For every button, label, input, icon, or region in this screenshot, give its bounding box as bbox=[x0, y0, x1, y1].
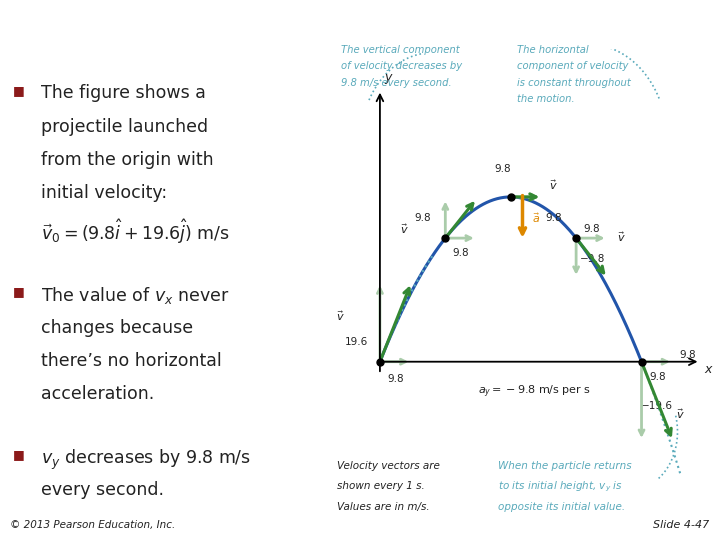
Text: ■: ■ bbox=[13, 84, 24, 97]
Text: 19.6: 19.6 bbox=[345, 337, 368, 347]
Text: every second.: every second. bbox=[40, 481, 163, 499]
Text: Projectile Motion: Projectile Motion bbox=[9, 13, 250, 37]
Text: opposite its initial value.: opposite its initial value. bbox=[498, 502, 625, 512]
Text: The horizontal: The horizontal bbox=[517, 45, 589, 55]
Text: initial velocity:: initial velocity: bbox=[40, 184, 167, 202]
Text: $\vec{v}$: $\vec{v}$ bbox=[617, 231, 626, 244]
Text: ■: ■ bbox=[13, 448, 24, 461]
Text: When the particle returns: When the particle returns bbox=[498, 461, 631, 471]
Text: −19.6: −19.6 bbox=[642, 402, 673, 411]
Text: The figure shows a: The figure shows a bbox=[40, 84, 205, 102]
Text: 9.8: 9.8 bbox=[495, 164, 511, 174]
Text: 9.8: 9.8 bbox=[545, 213, 562, 224]
Text: 9.8 m/s every second.: 9.8 m/s every second. bbox=[341, 78, 451, 87]
Text: $\vec{v}$: $\vec{v}$ bbox=[400, 222, 409, 236]
Text: 9.8: 9.8 bbox=[387, 374, 404, 384]
Text: to its initial height, $v_y$ is: to its initial height, $v_y$ is bbox=[498, 480, 623, 494]
Text: Slide 4-47: Slide 4-47 bbox=[653, 520, 709, 530]
Text: 9.8: 9.8 bbox=[583, 224, 600, 233]
Text: 9.8: 9.8 bbox=[414, 213, 431, 224]
Text: $\vec{v}$: $\vec{v}$ bbox=[336, 309, 345, 322]
Text: is constant throughout: is constant throughout bbox=[517, 78, 631, 87]
Text: shown every 1 s.: shown every 1 s. bbox=[338, 482, 425, 491]
Text: acceleration.: acceleration. bbox=[40, 385, 154, 403]
Text: 9.8: 9.8 bbox=[453, 248, 469, 258]
Text: ■: ■ bbox=[13, 285, 24, 298]
Text: $x$: $x$ bbox=[703, 363, 714, 376]
Text: The value of $v_x$ never: The value of $v_x$ never bbox=[40, 285, 229, 306]
Text: from the origin with: from the origin with bbox=[40, 151, 213, 169]
Text: $\vec{v}$: $\vec{v}$ bbox=[676, 408, 685, 421]
Text: $\vec{v}$: $\vec{v}$ bbox=[549, 179, 557, 192]
Text: $v_y$ decreases by 9.8 m/s: $v_y$ decreases by 9.8 m/s bbox=[40, 448, 251, 472]
Text: © 2013 Pearson Education, Inc.: © 2013 Pearson Education, Inc. bbox=[10, 520, 176, 530]
Text: 9.8: 9.8 bbox=[649, 372, 665, 382]
Text: Values are in m/s.: Values are in m/s. bbox=[338, 502, 430, 512]
Text: component of velocity: component of velocity bbox=[517, 61, 629, 71]
Text: Velocity vectors are: Velocity vectors are bbox=[338, 461, 441, 471]
Text: $a_y = -9.8$ m/s per s: $a_y = -9.8$ m/s per s bbox=[478, 384, 591, 401]
Text: 9.8: 9.8 bbox=[680, 349, 696, 360]
Text: there’s no horizontal: there’s no horizontal bbox=[40, 352, 221, 370]
Text: $\vec{a}$: $\vec{a}$ bbox=[531, 212, 540, 226]
Text: of velocity decreases by: of velocity decreases by bbox=[341, 61, 462, 71]
Text: projectile launched: projectile launched bbox=[40, 118, 208, 136]
Text: changes because: changes because bbox=[40, 319, 193, 336]
Text: $\vec{v}_0 = (9.8\hat{i} + 19.6\hat{j})$ m/s: $\vec{v}_0 = (9.8\hat{i} + 19.6\hat{j})$… bbox=[40, 218, 230, 246]
Text: the motion.: the motion. bbox=[517, 94, 575, 104]
Text: $y$: $y$ bbox=[384, 72, 394, 86]
Text: −9.8: −9.8 bbox=[580, 254, 605, 264]
Text: The vertical component: The vertical component bbox=[341, 45, 459, 55]
